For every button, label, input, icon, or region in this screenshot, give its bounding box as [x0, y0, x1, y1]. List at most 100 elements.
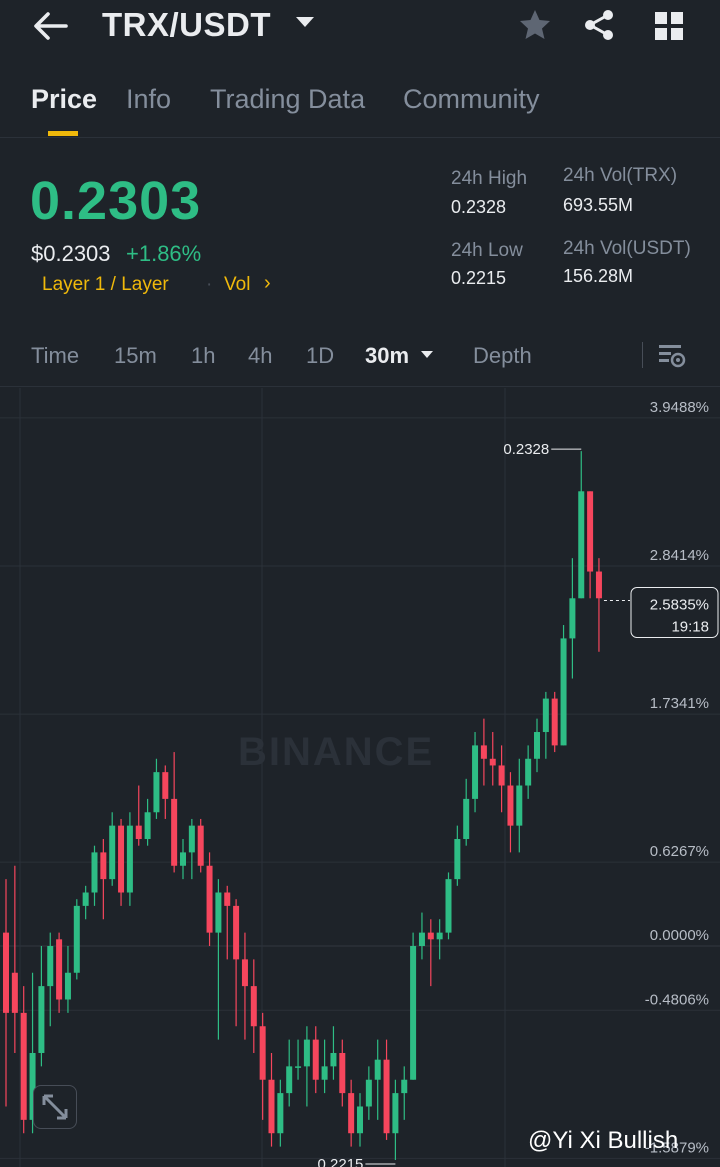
interval-30m[interactable]: 30m — [365, 343, 410, 368]
candle — [578, 451, 585, 599]
candle — [162, 765, 169, 819]
candle — [73, 899, 80, 980]
candle — [339, 1039, 346, 1107]
interval-4h[interactable]: 4h — [248, 343, 273, 368]
y-axis-tick-label: -0.4806% — [645, 991, 709, 1008]
candle — [463, 778, 470, 846]
candle — [392, 1079, 399, 1160]
candle — [569, 558, 576, 679]
vol-usdt-label: 24h Vol(USDT) — [563, 238, 691, 259]
tab-price[interactable]: Price — [31, 84, 98, 114]
candle — [330, 1026, 337, 1080]
tab-trading-data[interactable]: Trading Data — [210, 84, 366, 114]
y-axis-tick-label: 0.6267% — [650, 843, 709, 860]
candle — [38, 946, 45, 1067]
candle — [197, 818, 204, 873]
candle — [445, 872, 452, 940]
candle — [250, 959, 257, 1053]
expand-button[interactable] — [33, 1085, 77, 1129]
candle — [472, 732, 479, 813]
last-price: 0.2303 — [30, 171, 202, 231]
category-tag[interactable]: Layer 1 / Layer — [42, 274, 169, 295]
candle — [489, 732, 496, 786]
candlestick-chart[interactable]: 0.2328 0.2215 3.9488% 2.8414% 1.7341% 0.6267… — [0, 388, 720, 1167]
high-marker-label: 0.2328 — [503, 441, 549, 458]
candle — [188, 818, 195, 880]
tab-info[interactable]: Info — [126, 84, 172, 114]
binance-watermark: BINANCE — [238, 730, 435, 774]
chevron-right-icon[interactable]: › — [264, 272, 271, 294]
chart-settings-icon[interactable] — [656, 340, 686, 370]
candle — [410, 932, 417, 1080]
current-price-box — [630, 586, 719, 638]
interval-1d[interactable]: 1D — [306, 343, 335, 368]
high-value: 0.2328 — [451, 197, 507, 217]
candle — [56, 932, 63, 1013]
separator — [642, 342, 643, 368]
candle — [480, 718, 487, 786]
candle — [268, 1052, 275, 1147]
candle — [587, 491, 594, 599]
candle-countdown: 19:18 — [671, 618, 709, 635]
interval-depth[interactable]: Depth — [473, 343, 532, 368]
candle — [11, 865, 18, 1053]
candle — [47, 932, 54, 1027]
grid-icon[interactable] — [654, 11, 684, 41]
candle — [3, 879, 9, 1107]
candle — [436, 919, 443, 960]
interval-15m[interactable]: 15m — [114, 343, 157, 368]
high-label: 24h High — [451, 168, 528, 189]
candle — [312, 1026, 319, 1094]
low-label: 24h Low — [451, 240, 523, 261]
candle — [135, 785, 142, 846]
candle — [286, 1039, 293, 1107]
divider — [0, 137, 720, 138]
chevron-down-icon[interactable] — [421, 351, 433, 358]
candle — [560, 625, 567, 746]
candle — [241, 932, 248, 1040]
candle — [498, 745, 505, 813]
candle — [551, 691, 558, 753]
y-axis-tick-label: 2.8414% — [650, 547, 709, 564]
vol-usdt-value: 156.28M — [563, 266, 634, 286]
candle — [29, 972, 36, 1134]
tab-community[interactable]: Community — [403, 84, 540, 114]
candle — [100, 839, 107, 920]
candle — [542, 691, 549, 759]
low-value: 0.2215 — [451, 268, 507, 288]
candle — [171, 752, 178, 873]
share-icon[interactable] — [582, 8, 616, 42]
candle — [153, 758, 160, 819]
interval-1h[interactable]: 1h — [191, 343, 216, 368]
candle — [82, 885, 89, 920]
candle — [277, 1079, 284, 1147]
candle — [454, 825, 461, 886]
low-marker-label: 0.2215 — [318, 1156, 364, 1167]
arrow-left-icon[interactable] — [30, 8, 70, 44]
candle — [595, 558, 602, 652]
candle — [321, 1039, 328, 1094]
pair-title[interactable]: TRX/USDT — [102, 6, 271, 43]
vol-trx-label: 24h Vol(TRX) — [563, 165, 678, 186]
chevron-down-icon[interactable] — [296, 17, 314, 27]
candle — [64, 946, 71, 1013]
candle — [144, 798, 151, 846]
candle — [534, 718, 540, 773]
vol-trx-value: 693.55M — [563, 195, 634, 215]
candle — [525, 745, 532, 799]
candle — [516, 758, 523, 853]
price-change: +1.86% — [126, 241, 202, 266]
candle — [374, 1039, 381, 1120]
candle — [507, 772, 514, 853]
candle — [180, 839, 186, 880]
candle — [348, 1079, 355, 1147]
y-axis-tick-label: 3.9488% — [650, 399, 709, 416]
candle — [259, 1012, 266, 1120]
star-icon[interactable] — [518, 8, 552, 42]
expand-icon — [42, 1094, 68, 1120]
candle — [365, 1066, 372, 1120]
candle — [215, 879, 222, 1040]
candle — [126, 812, 133, 906]
vol-link[interactable]: Vol — [224, 274, 251, 295]
interval-time[interactable]: Time — [31, 343, 80, 368]
